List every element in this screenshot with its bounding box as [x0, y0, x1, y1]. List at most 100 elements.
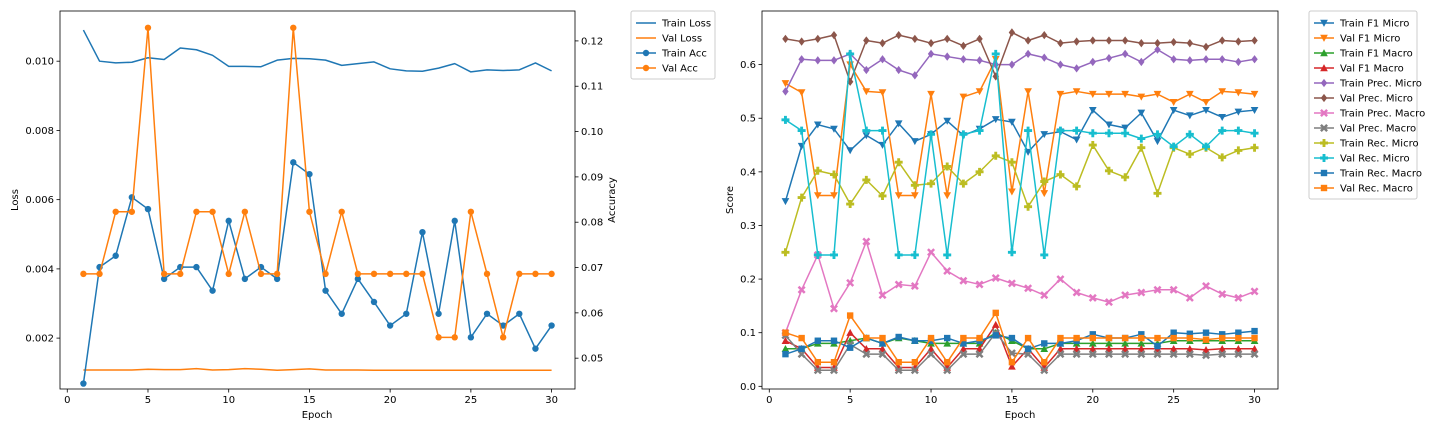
train-prec-macro-legend-label: Train Prec. Macro [1339, 109, 1425, 120]
val-f1-macro-point [878, 344, 887, 352]
train-prec-macro-point [1218, 290, 1227, 299]
train-prec-macro-legend-entry: Train Prec. Macro [1314, 109, 1425, 120]
train-f1-macro-legend-marker [1320, 49, 1328, 57]
score-chart-x-tick-label: 10 [925, 395, 938, 406]
val-prec-macro-point [1185, 350, 1194, 359]
val-f1-micro-point [1056, 90, 1065, 98]
val-acc-point [386, 270, 394, 278]
loss-chart-series [80, 24, 555, 387]
train-acc-point [112, 252, 119, 259]
val-rec-micro-point [1024, 126, 1033, 135]
score-chart-y-axis-label: Score [725, 186, 736, 214]
val-rec-macro-point [814, 358, 822, 366]
val-rec-macro-point [927, 334, 935, 342]
val-prec-micro-point [1008, 28, 1016, 37]
train-rec-micro-point [878, 191, 887, 200]
loss-chart-plot-frame [59, 10, 576, 390]
train-acc-line [82, 161, 553, 384]
train-rec-macro-point [830, 337, 838, 344]
train-prec-micro-point [863, 65, 870, 75]
val-f1-micro-point [1088, 90, 1097, 98]
val-prec-micro-point [830, 30, 838, 40]
val-prec-macro-point [1137, 350, 1146, 359]
val-rec-macro-point [1218, 334, 1226, 342]
train-rec-macro-point [911, 337, 919, 344]
train-f1-micro-point [991, 116, 1000, 124]
val-acc-point [96, 270, 103, 278]
val-prec-micro-legend-entry: Val Prec. Micro [1314, 94, 1413, 105]
val-rec-micro-legend-label: Val Rec. Micro [1340, 154, 1410, 165]
val-f1-macro-point [862, 344, 871, 352]
loss-chart-legend-frame [630, 10, 716, 80]
train-acc-point [419, 228, 426, 236]
score-chart-plot-frame [761, 10, 1279, 390]
val-f1-micro-legend-label: Val F1 Micro [1340, 34, 1400, 45]
train-acc-point [435, 310, 442, 317]
train-f1-micro-point [1072, 136, 1081, 144]
train-f1-macro-point [1088, 339, 1097, 347]
val-prec-micro-point [1057, 39, 1064, 48]
val-rec-macro-point [1251, 334, 1258, 342]
val-prec-macro-legend-entry: Val Prec. Macro [1314, 124, 1416, 135]
val-prec-macro-point [1153, 350, 1162, 359]
val-rec-macro-point [1170, 334, 1177, 342]
val-f1-micro-point [1024, 88, 1032, 96]
val-acc-point [548, 270, 555, 278]
train-f1-macro-legend-label: Train F1 Macro [1339, 49, 1413, 60]
val-prec-micro-point [1024, 36, 1032, 45]
val-prec-micro-point [1202, 42, 1210, 52]
val-rec-micro-point [1234, 126, 1243, 135]
val-prec-micro-point [798, 37, 805, 46]
val-acc-point [112, 208, 119, 215]
train-prec-micro-point [1202, 55, 1210, 64]
score-chart-y-tick-label: 0.4 [740, 167, 756, 178]
score-chart-x-tick-label: 25 [1167, 395, 1180, 406]
train-acc-point [548, 322, 555, 329]
train-rec-micro-point [975, 167, 984, 176]
val-f1-micro-point [1250, 90, 1259, 98]
loss-chart-ticks: 0 5 10 15 20 25 30 0.002 0.004 0.006 0.008 0.010 0.0… [25, 36, 603, 406]
val-acc-point [241, 208, 249, 215]
val-f1-micro-point [862, 88, 871, 96]
train-rec-micro-point [829, 170, 838, 179]
loss-chart-y-tick-label: 0.008 [25, 126, 54, 137]
train-f1-micro-point [781, 198, 790, 206]
val-rec-macro-point [1138, 334, 1145, 342]
train-acc-point [80, 380, 87, 387]
train-prec-micro-point [814, 56, 822, 65]
val-prec-macro-point [959, 350, 968, 359]
val-f1-macro-legend-marker [1320, 64, 1328, 72]
train-f1-macro-point [1137, 339, 1146, 347]
train-f1-macro-point [1040, 344, 1049, 352]
val-prec-macro-point [943, 366, 952, 375]
train-prec-micro-point [944, 52, 951, 61]
train-prec-micro-point [1121, 49, 1129, 59]
train-acc-point [290, 159, 297, 166]
train-prec-macro-point [975, 280, 984, 289]
val-prec-micro-point [1235, 37, 1242, 46]
train-rec-micro-point [894, 158, 903, 167]
train-f1-macro-point [1105, 339, 1113, 347]
train-prec-macro-series [781, 237, 1259, 337]
train-acc-legend-marker [642, 49, 650, 57]
val-loss-legend-entry: Val Loss [636, 34, 702, 45]
score-chart-ticks: 0 5 10 15 20 25 30 0.0 0.1 0.2 0.3 0.4 0.5 0.6 [740, 60, 1261, 406]
val-prec-macro-point [862, 350, 871, 359]
val-f1-micro-point [959, 93, 968, 101]
train-rec-macro-legend-label: Train Rec. Macro [1339, 169, 1422, 180]
val-f1-micro-point [830, 192, 838, 200]
val-acc-line [83, 27, 552, 339]
train-prec-macro-point [894, 280, 903, 289]
val-acc-point [403, 270, 410, 278]
train-rec-micro-point [943, 162, 952, 171]
train-rec-micro-point [927, 179, 936, 188]
train-rec-micro-point [862, 175, 871, 184]
val-prec-macro-point [910, 366, 919, 375]
train-prec-macro-point [910, 282, 919, 291]
val-acc-series [80, 24, 555, 341]
val-rec-macro-point [863, 334, 870, 342]
val-prec-micro-point [1170, 37, 1177, 47]
val-rec-macro-point [1057, 334, 1064, 342]
val-prec-macro-legend-marker [1320, 124, 1328, 132]
val-rec-micro-point [1088, 129, 1097, 138]
